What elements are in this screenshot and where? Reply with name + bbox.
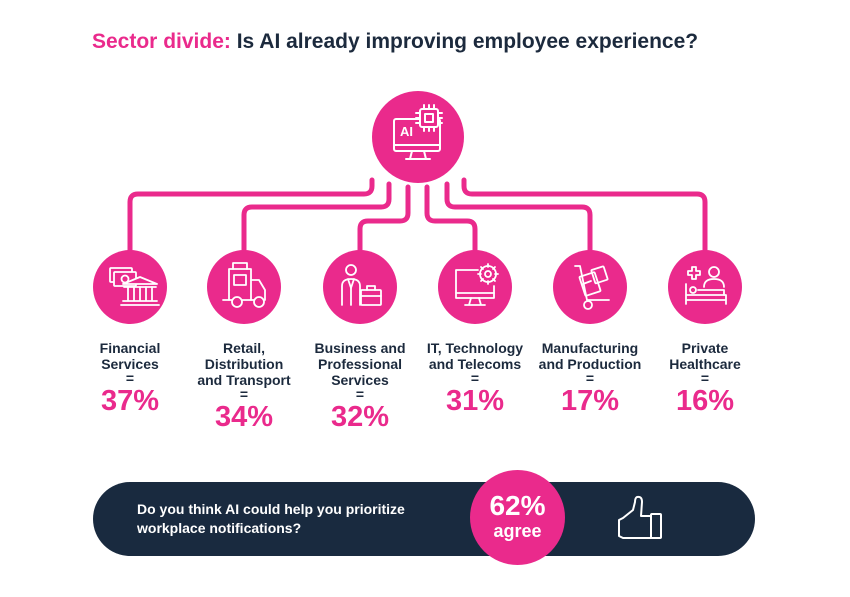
connector-retail xyxy=(241,181,392,255)
equals-sign: = xyxy=(585,370,595,386)
sector-percentage: 16% xyxy=(675,385,735,417)
sector-icon-circle xyxy=(323,250,397,324)
connector-business xyxy=(357,184,411,255)
sector-business-professional-services: Business and Professional Services = 32% xyxy=(290,250,430,433)
computer-gear-icon xyxy=(455,263,499,306)
svg-text:AI: AI xyxy=(400,124,413,139)
survey-banner: Do you think AI could help you prioritiz… xyxy=(93,482,755,556)
businessperson-briefcase-icon xyxy=(341,264,382,306)
equals-sign: = xyxy=(700,370,710,386)
sector-percentage: 32% xyxy=(330,401,390,433)
sector-icon-circle xyxy=(207,250,281,324)
equals-sign: = xyxy=(355,386,365,402)
sector-retail-distribution-transport: Retail, Distribution and Transport = 34% xyxy=(174,250,314,433)
equals-sign: = xyxy=(239,386,249,402)
sector-label: Retail, Distribution and Transport xyxy=(197,340,291,388)
connector-financial xyxy=(127,177,375,255)
equals-sign: = xyxy=(470,370,480,386)
connector-it xyxy=(424,184,478,255)
title-accent: Sector divide: xyxy=(92,30,231,53)
sector-label: Manufacturing and Production xyxy=(538,340,642,372)
connector-manufacturing xyxy=(444,181,593,255)
agree-percentage: 62% xyxy=(489,490,546,521)
sector-manufacturing-production: Manufacturing and Production = 17% xyxy=(520,250,660,417)
sector-it-technology-telecoms: IT, Technology and Telecoms = 31% xyxy=(405,250,545,417)
sector-label: Business and Professional Services xyxy=(314,340,406,388)
sector-label: Financial Services xyxy=(99,340,161,372)
title-text: Is AI already improving employee experie… xyxy=(230,30,699,53)
ai-monitor-chip-icon: AI xyxy=(393,104,443,160)
sector-label: Private Healthcare xyxy=(669,340,741,372)
survey-question: Do you think AI could help you prioritiz… xyxy=(137,501,405,536)
agree-label: agree xyxy=(493,521,542,541)
sector-financial-services: Financial Services = 37% xyxy=(60,250,200,417)
sector-label: IT, Technology and Telecoms xyxy=(426,340,524,372)
hospital-bed-icon xyxy=(685,266,727,305)
sector-percentage: 34% xyxy=(214,401,274,433)
sector-private-healthcare: Private Healthcare = 16% xyxy=(635,250,775,417)
page-title: Sector divide: Is AI already improving e… xyxy=(92,30,698,54)
equals-sign: = xyxy=(125,370,135,386)
delivery-truck-icon xyxy=(222,262,266,308)
hand-truck-icon xyxy=(574,265,610,310)
agree-badge: 62% agree xyxy=(470,470,565,565)
sector-icon-circle xyxy=(668,250,742,324)
ai-hub: AI xyxy=(372,91,464,183)
bank-money-icon xyxy=(109,267,160,306)
sector-icon-circle xyxy=(93,250,167,324)
sector-icon-circle xyxy=(553,250,627,324)
sector-percentage: 37% xyxy=(100,385,160,417)
thumbs-up-icon xyxy=(618,495,662,539)
connector-healthcare xyxy=(461,177,708,255)
sector-percentage: 31% xyxy=(445,385,505,417)
sector-percentage: 17% xyxy=(560,385,620,417)
sector-icon-circle xyxy=(438,250,512,324)
